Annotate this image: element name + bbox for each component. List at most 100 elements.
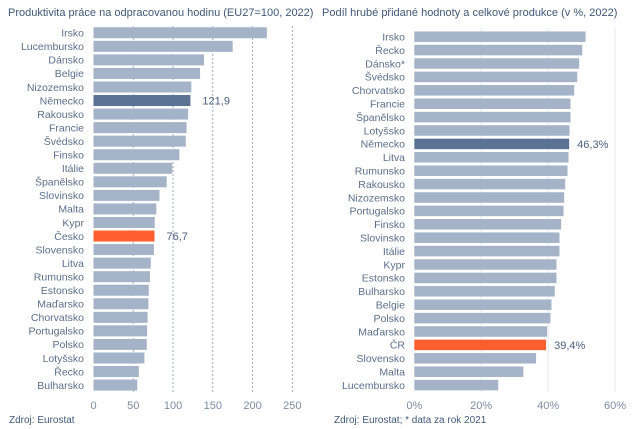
category-label: ČR (390, 339, 406, 352)
x-tick-label: 200 (243, 400, 261, 412)
bar-itálie (93, 162, 173, 174)
data-label: 121,9 (202, 96, 230, 108)
bar-belgie (414, 299, 552, 310)
bar-finsko (93, 149, 180, 161)
bar-rumunsko (414, 165, 568, 176)
bar-slovensko (93, 244, 154, 256)
category-label: Slovensko (357, 353, 406, 365)
category-label: Portugalsko (350, 206, 406, 218)
category-label: Slovinsko (360, 233, 405, 245)
bar-irsko (93, 27, 267, 39)
data-label: 46,3% (577, 139, 608, 151)
bar-bulharsko (93, 379, 138, 391)
x-tick-label: 150 (204, 400, 222, 412)
bar-čr (414, 339, 547, 351)
category-label: Kypr (62, 217, 84, 229)
category-label: Dánsko (48, 55, 84, 67)
category-label: Francie (49, 122, 84, 134)
category-label: Bulharsko (37, 380, 84, 392)
category-label: Slovinsko (39, 190, 84, 202)
bar-belgie (93, 67, 201, 79)
bar-lucembursko (414, 379, 499, 391)
data-label: 39,4% (554, 340, 585, 352)
x-tick-label: 250 (283, 400, 301, 412)
category-label: Rakousko (37, 109, 84, 121)
bar-rumunsko (93, 271, 150, 283)
category-label: Finsko (53, 150, 84, 162)
data-label: 76,7 (166, 231, 187, 243)
category-label: Malta (379, 367, 405, 379)
x-tick-label: 20% (470, 400, 492, 412)
category-label: Dánsko* (365, 58, 405, 70)
bar-maďarsko (93, 298, 149, 310)
bar-rakousko (414, 178, 566, 190)
category-label: Lucembursko (21, 41, 84, 53)
category-label: Lotyšsko (364, 125, 406, 137)
bar-estonsko (93, 284, 149, 296)
category-label: Lotyšsko (43, 353, 85, 365)
category-label: Řecko (54, 365, 84, 378)
category-label: Finsko (374, 219, 405, 231)
bar-švédsko (414, 71, 578, 83)
bar-dánsko* (414, 58, 580, 69)
x-tick-label: 40% (537, 400, 559, 412)
category-label: Portugalsko (29, 326, 85, 338)
category-label: Rumunsko (355, 166, 405, 178)
bar-řecko (414, 44, 583, 56)
bar-švédsko (93, 135, 186, 147)
bar-nizozemsko (93, 81, 192, 93)
category-label: Itálie (383, 246, 405, 258)
bar-litva (93, 257, 151, 269)
category-label: Česko (54, 230, 84, 243)
bar-malta (93, 203, 157, 215)
left-source-note: Zdroj: Eurostat (9, 415, 75, 426)
bar-polsko (93, 338, 147, 350)
bar-chorvatsko (414, 85, 575, 96)
bar-slovinsko (414, 232, 560, 243)
bar-španělsko (93, 176, 167, 188)
x-tick-label: 0 (90, 400, 96, 412)
bar-portugalsko (93, 325, 148, 337)
bar-chorvatsko (93, 311, 148, 323)
category-label: Litva (62, 258, 84, 270)
category-label: Polsko (52, 339, 84, 351)
category-label: Belgie (55, 68, 84, 80)
bar-portugalsko (414, 205, 564, 217)
category-label: Belgie (376, 300, 405, 312)
category-label: Francie (370, 99, 405, 111)
category-label: Chorvatsko (31, 312, 84, 324)
bar-lucembursko (93, 40, 233, 52)
bar-francie (93, 122, 187, 134)
x-tick-label: 0% (406, 400, 422, 412)
bar-kypr (93, 216, 155, 228)
bar-bulharsko (414, 286, 555, 297)
right-source-note: Zdroj: Eurostat; * data za rok 2021 (334, 415, 487, 426)
bar-dánsko (93, 54, 205, 66)
category-label: Maďarsko (37, 299, 84, 311)
category-label: Lucembursko (342, 380, 405, 392)
category-label: Chorvatsko (352, 85, 405, 97)
right-chart-title: Podíl hrubé přidané hodnoty a celkové pr… (322, 7, 617, 19)
bar-španělsko (414, 111, 571, 123)
bar-maďarsko (414, 326, 548, 337)
right-chart: 0% 20% 40% 60% IrskoŘeckoDánsko*ŠvédskoChorv… (342, 28, 626, 412)
bar-finsko (414, 219, 562, 230)
category-label: Německo (361, 139, 406, 151)
bar-slovensko (414, 353, 537, 364)
bar-slovinsko (93, 189, 160, 201)
bar-irsko (414, 31, 586, 42)
bar-litva (414, 152, 569, 163)
left-chart-title: Produktivita práce na odpracovanou hodin… (8, 7, 313, 19)
category-label: Řecko (375, 44, 405, 57)
category-label: Bulharsko (358, 286, 405, 298)
category-label: Švédsko (44, 135, 84, 148)
bar-lotyšsko (414, 125, 570, 136)
category-label: Estonsko (41, 285, 84, 297)
category-label: Španělsko (35, 176, 84, 189)
bar-itálie (414, 245, 560, 257)
bar-lotyšsko (93, 352, 145, 364)
category-label: Maďarsko (358, 326, 405, 338)
category-label: Slovensko (36, 244, 85, 256)
category-label: Litva (383, 152, 405, 164)
